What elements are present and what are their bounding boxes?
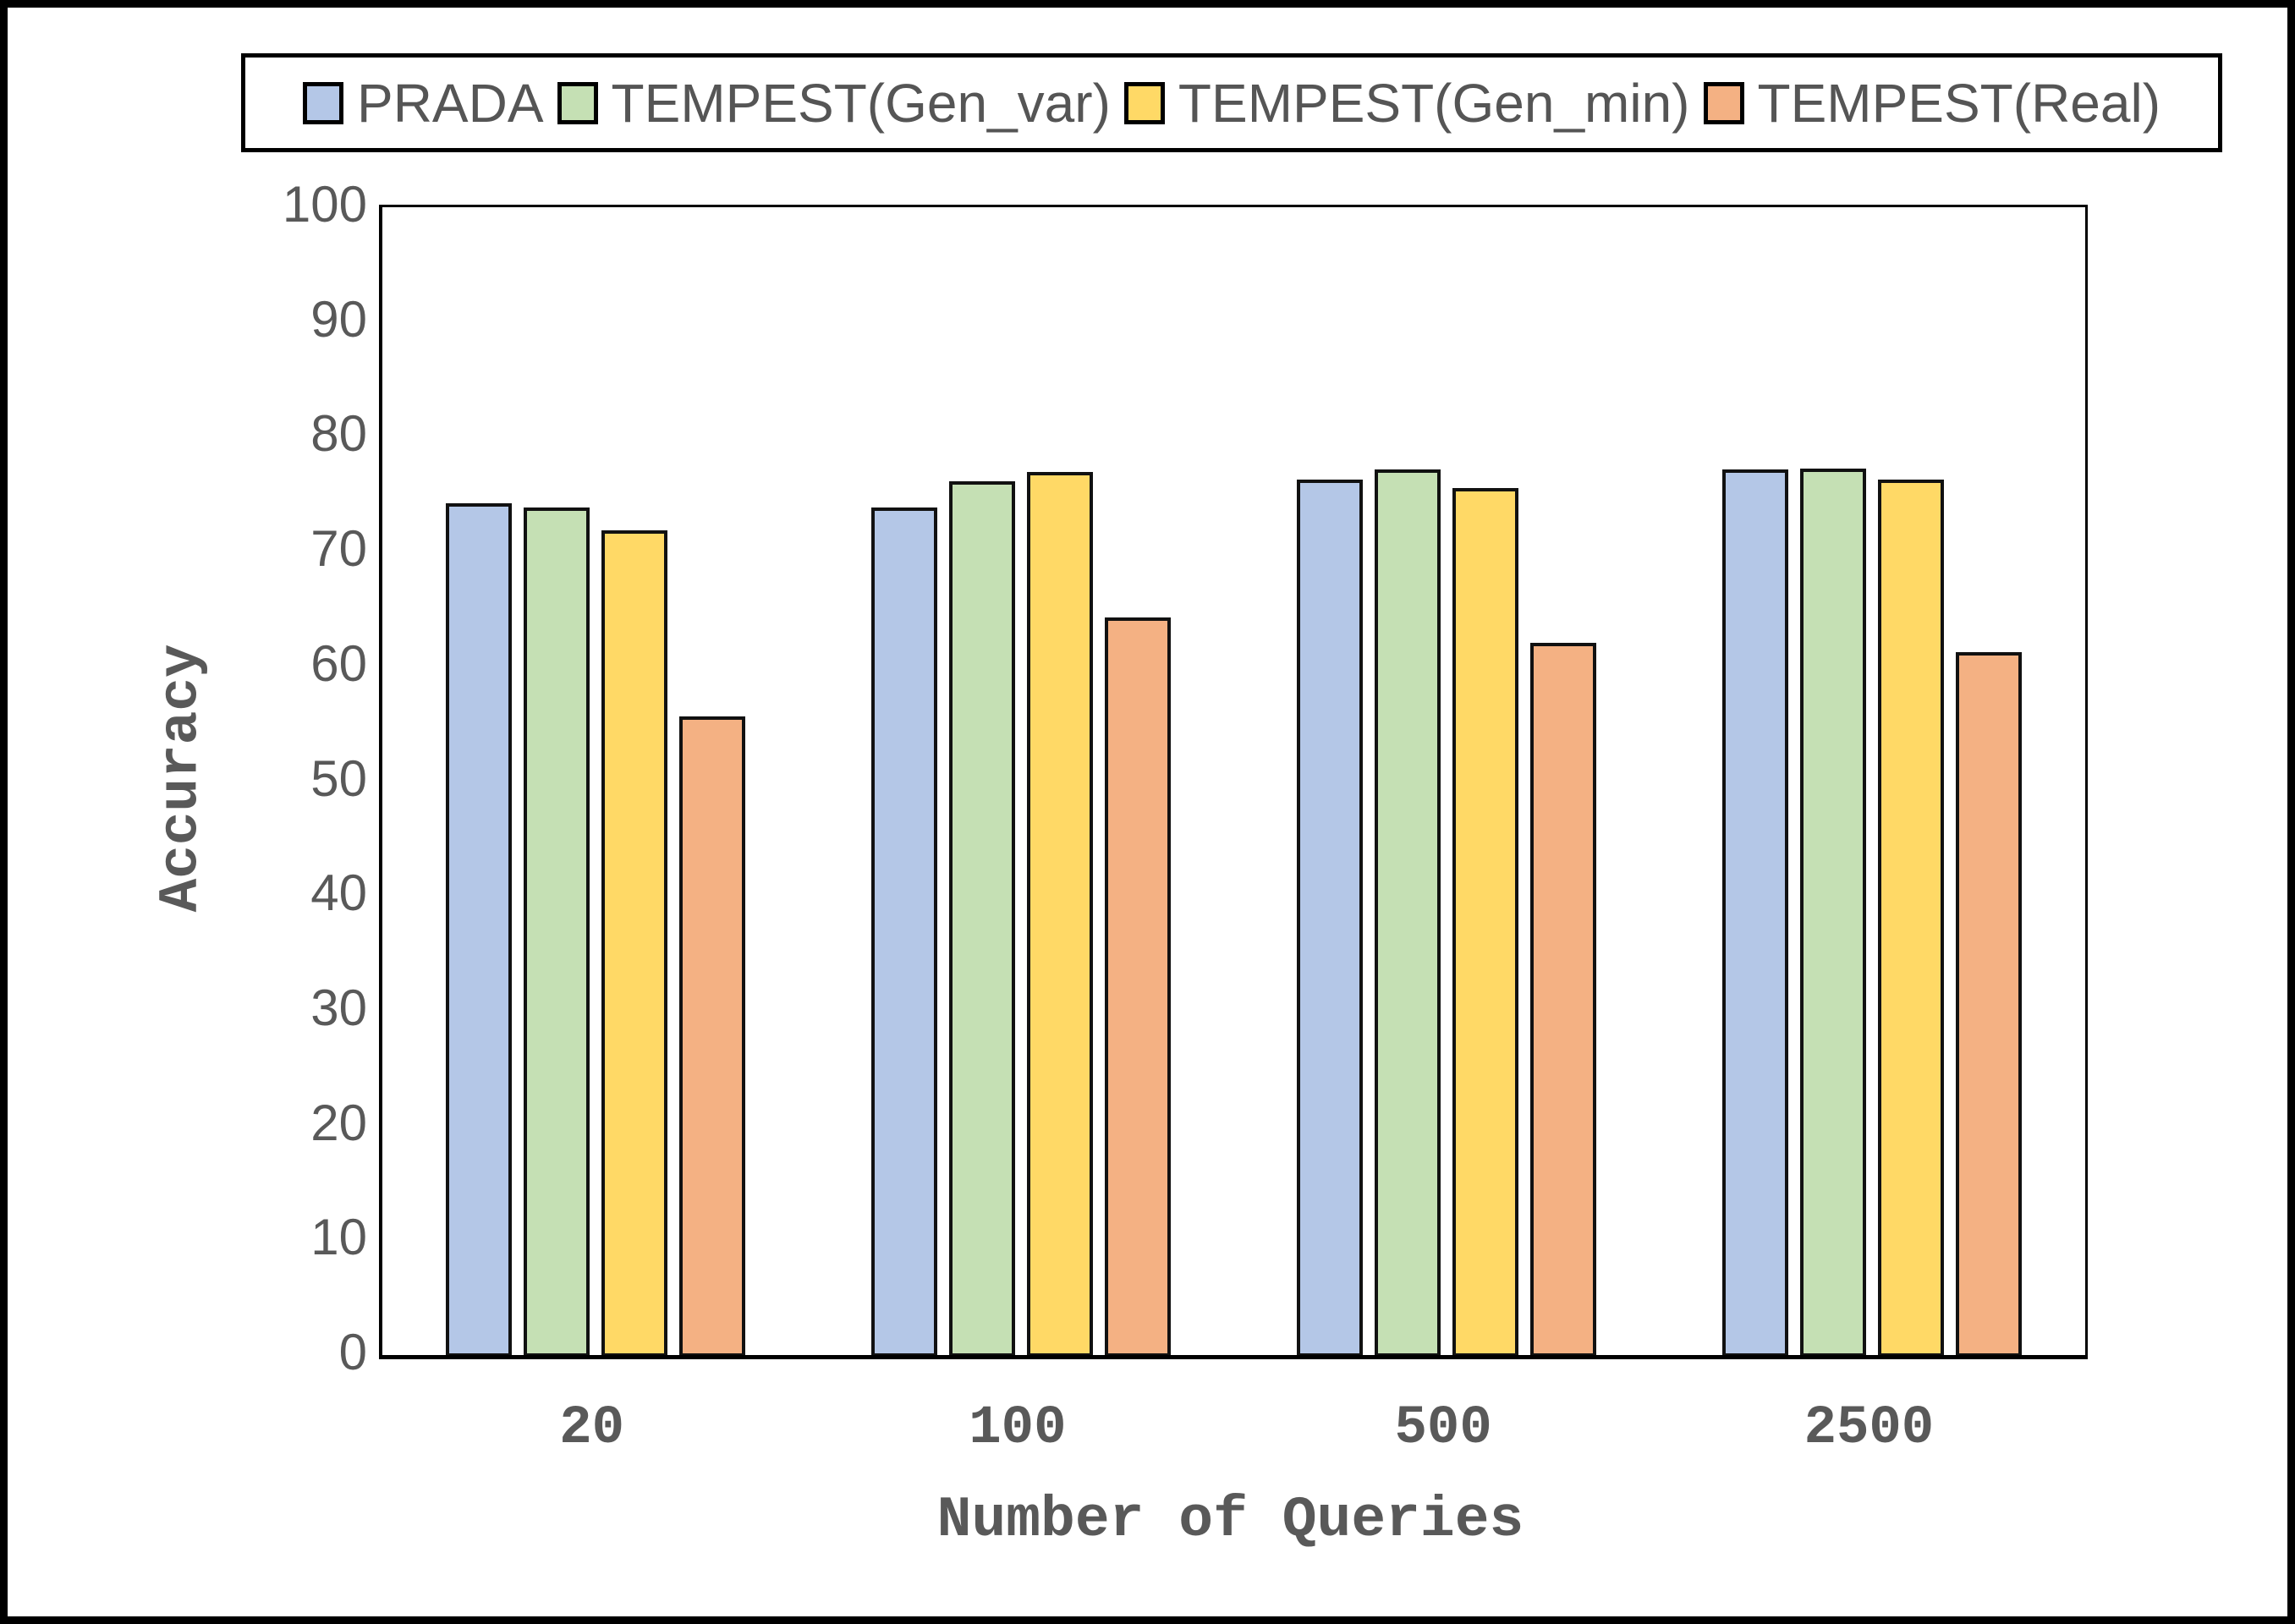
bar-TEMPEST(Gen_var)-20 <box>523 507 590 1355</box>
y-tick-label-50: 50 <box>310 749 367 807</box>
x-axis-title: Number of Queries <box>936 1488 1524 1553</box>
bar-TEMPEST(Gen_min)-500 <box>1452 487 1519 1355</box>
legend-item-tempest-3: TEMPEST(Real) <box>1703 72 2161 134</box>
bar-TEMPEST(Gen_min)-20 <box>601 530 667 1355</box>
legend-item-tempest-1: TEMPEST(Gen_var) <box>557 76 1111 130</box>
legend-label: TEMPEST(Gen_min) <box>1178 72 1690 134</box>
bar-TEMPEST(Gen_min)-100 <box>1026 471 1093 1355</box>
bar-TEMPEST(Gen_var)-100 <box>948 480 1015 1355</box>
x-tick-label-20: 20 <box>559 1398 625 1459</box>
y-tick-label-80: 80 <box>310 405 367 463</box>
y-tick-label-90: 90 <box>310 290 367 348</box>
bar-TEMPEST(Real)-100 <box>1104 617 1171 1355</box>
legend-item-prada: PRADA <box>303 76 544 130</box>
bar-TEMPEST(Gen_min)-2500 <box>1878 480 1945 1355</box>
y-tick-label-40: 40 <box>310 864 367 922</box>
legend-swatch-icon <box>303 81 343 124</box>
y-tick-label-60: 60 <box>310 634 367 692</box>
x-tick-label-100: 100 <box>969 1398 1067 1459</box>
bar-PRADA-20 <box>445 502 512 1355</box>
y-tick-label-70: 70 <box>310 520 367 578</box>
legend-label: PRADA <box>357 72 544 134</box>
bar-group-100 <box>870 207 1171 1355</box>
bar-PRADA-500 <box>1297 480 1364 1355</box>
y-tick-label-20: 20 <box>310 1094 367 1151</box>
legend-label: TEMPEST(Real) <box>1757 72 2161 134</box>
bar-TEMPEST(Gen_var)-2500 <box>1800 468 1867 1355</box>
x-tick-label-2500: 2500 <box>1804 1398 1935 1459</box>
bar-group-500 <box>1297 207 1597 1355</box>
legend-swatch-icon <box>1703 81 1744 124</box>
bars-container <box>382 207 2085 1355</box>
y-axis-title: Accuracy <box>149 644 213 913</box>
bar-TEMPEST(Gen_var)-500 <box>1375 469 1441 1355</box>
y-tick-label-100: 100 <box>282 176 367 233</box>
bar-TEMPEST(Real)-20 <box>678 716 745 1355</box>
plot-area <box>379 205 2088 1359</box>
bar-TEMPEST(Real)-500 <box>1530 643 1597 1355</box>
legend-label: TEMPEST(Gen_var) <box>611 72 1111 134</box>
legend-swatch-icon <box>557 81 598 124</box>
x-tick-label-500: 500 <box>1394 1398 1492 1459</box>
y-tick-label-10: 10 <box>310 1209 367 1266</box>
y-axis-tick-labels: 0 10 20 30 40 50 60 70 80 90 100 <box>8 8 367 1616</box>
bar-TEMPEST(Real)-2500 <box>1956 651 2023 1355</box>
y-tick-label-30: 30 <box>310 979 367 1036</box>
chart-legend: PRADA TEMPEST(Gen_var) TEMPEST(Gen_min) TEM… <box>241 53 2222 152</box>
bar-PRADA-2500 <box>1722 469 1789 1355</box>
legend-item-tempest-2: TEMPEST(Gen_min) <box>1123 72 1690 134</box>
y-tick-label-0: 0 <box>338 1324 367 1380</box>
bar-group-20 <box>445 207 745 1355</box>
bar-PRADA-100 <box>870 507 937 1355</box>
bar-group-2500 <box>1722 207 2023 1355</box>
x-axis-tick-labels: 20 100 500 2500 <box>379 1402 2082 1456</box>
legend-swatch-icon <box>1123 81 1165 124</box>
